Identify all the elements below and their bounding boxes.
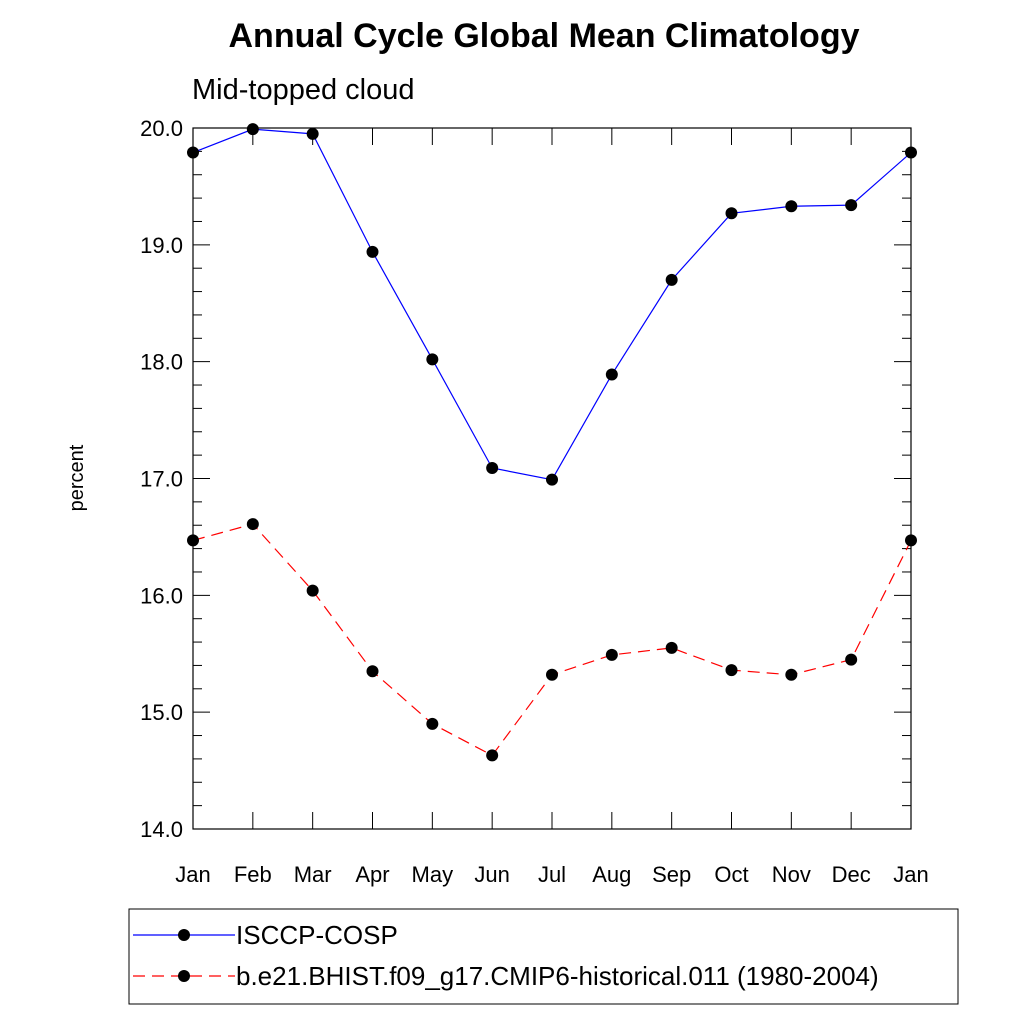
data-point	[725, 664, 738, 677]
x-tick-label: Mar	[294, 862, 332, 887]
data-point	[426, 353, 439, 366]
data-point	[845, 653, 858, 666]
data-point	[246, 123, 259, 136]
data-point	[785, 668, 798, 681]
data-point	[905, 146, 917, 159]
data-point	[665, 641, 678, 654]
y-tick-label: 17.0	[140, 467, 183, 492]
legend-item-1: ISCCP-COSP	[133, 920, 398, 950]
series-line	[192, 523, 912, 757]
x-tick-label: Oct	[714, 862, 748, 887]
y-axis-label: percent	[66, 444, 88, 511]
y-tick-label: 20.0	[140, 116, 183, 141]
axis-ticks: 14.0 15.0 16.0 17.0 18.0 19.0 20.0 Jan Feb Mar Apr…	[140, 116, 929, 887]
legend: ISCCP-COSP b.e21.BHIST.f09_g17.CMIP6-hist…	[128, 908, 959, 1005]
data-point	[306, 127, 319, 140]
x-tick-label: Jan	[175, 862, 210, 887]
x-tick-label: Dec	[832, 862, 871, 887]
legend-marker	[178, 929, 190, 941]
x-tick-label: Aug	[592, 862, 631, 887]
series-2	[187, 518, 917, 762]
chart-title: Annual Cycle Global Mean Climatology	[229, 17, 860, 55]
data-point	[486, 461, 499, 474]
x-tick-label: Feb	[234, 862, 272, 887]
x-tick-label: May	[412, 862, 454, 887]
data-point	[246, 518, 259, 531]
legend-marker	[178, 970, 190, 982]
data-point	[426, 717, 439, 730]
data-point	[546, 668, 558, 681]
y-tick-label: 18.0	[140, 350, 183, 375]
legend-label: ISCCP-COSP	[236, 920, 398, 950]
data-point	[366, 245, 379, 258]
legend-box	[128, 908, 959, 1005]
data-point	[665, 273, 678, 286]
legend-item-2: b.e21.BHIST.f09_g17.CMIP6-historical.011…	[133, 961, 879, 991]
data-point	[605, 648, 618, 661]
x-tick-label: Apr	[355, 862, 389, 887]
x-tick-label: Sep	[652, 862, 691, 887]
y-tick-label: 14.0	[140, 817, 183, 842]
chart-subtitle: Mid-topped cloud	[192, 74, 414, 106]
data-point	[306, 584, 319, 597]
x-tick-label: Jun	[474, 862, 509, 887]
series-line	[192, 128, 912, 481]
data-point	[845, 199, 858, 212]
x-tick-label: Jan	[893, 862, 928, 887]
legend-label: b.e21.BHIST.f09_g17.CMIP6-historical.011…	[236, 961, 879, 991]
data-point	[486, 749, 499, 762]
data-point	[605, 368, 618, 381]
data-point	[905, 534, 917, 547]
y-tick-label: 16.0	[140, 583, 183, 608]
data-point	[187, 146, 199, 159]
data-point	[725, 207, 738, 220]
y-tick-label: 15.0	[140, 700, 183, 725]
data-point	[785, 200, 798, 213]
data-point	[366, 665, 379, 678]
data-point	[546, 473, 558, 486]
x-tick-label: Nov	[772, 862, 811, 887]
y-tick-label: 19.0	[140, 233, 183, 258]
x-tick-label: Jul	[538, 862, 566, 887]
series-layer	[187, 123, 917, 762]
data-point	[187, 534, 199, 547]
series-1	[187, 123, 917, 486]
